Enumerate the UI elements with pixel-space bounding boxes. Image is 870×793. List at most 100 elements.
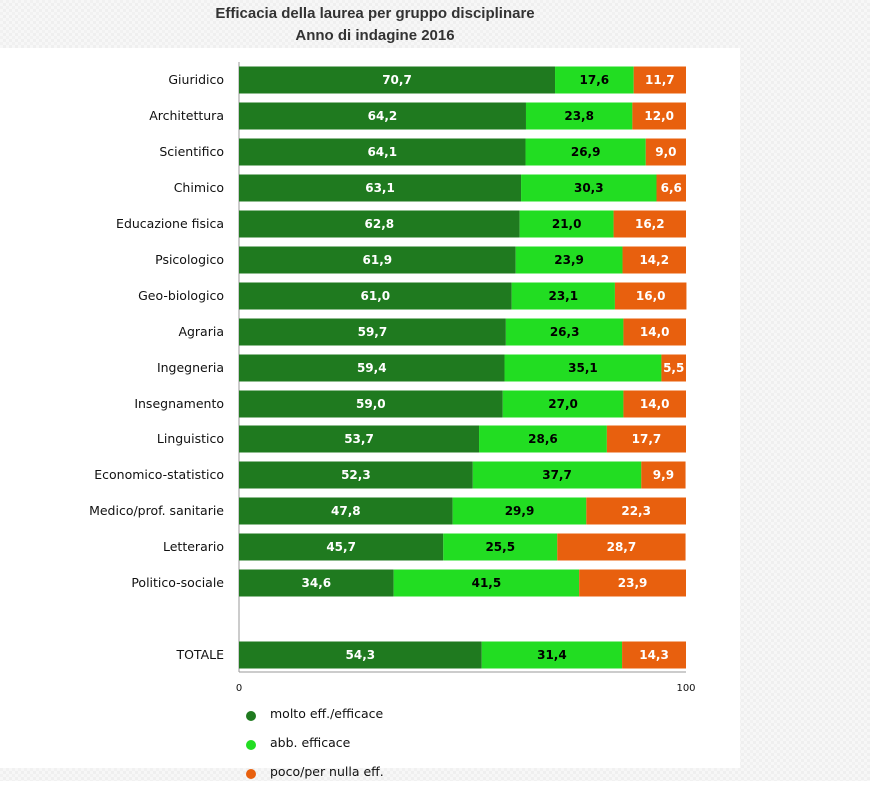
category-label-economico-statistico: Economico-statistico <box>94 467 224 482</box>
bar-agraria-molto-eff-efficace <box>239 318 506 346</box>
bar-chimico-molto-eff-efficace <box>239 174 522 202</box>
bar-agraria-poco-per-nulla-eff <box>623 318 686 346</box>
data-label-agraria-molto-eff-efficace: 59,7 <box>358 325 388 339</box>
bar-geo-biologico-poco-per-nulla-eff <box>614 282 687 310</box>
bar-educazione-fisica-abb-efficace <box>519 210 614 238</box>
data-label-scientifico-poco-per-nulla-eff: 9,0 <box>655 145 676 159</box>
data-label-linguistico-molto-eff-efficace: 53,7 <box>344 432 374 446</box>
bar-giuridico-molto-eff-efficace <box>239 66 556 94</box>
data-label-architettura-poco-per-nulla-eff: 12,0 <box>644 109 674 123</box>
bar-architettura-molto-eff-efficace <box>239 102 526 130</box>
legend-swatch-poco-efficace <box>246 769 256 779</box>
bar-psicologico-abb-efficace <box>515 246 623 274</box>
bar-politico-sociale-molto-eff-efficace <box>239 569 394 597</box>
bar-psicologico-poco-per-nulla-eff <box>622 246 686 274</box>
data-label-chimico-poco-per-nulla-eff: 6,6 <box>661 181 682 195</box>
data-label-economico-statistico-abb-efficace: 37,7 <box>542 468 572 482</box>
data-label-linguistico-poco-per-nulla-eff: 17,7 <box>632 432 662 446</box>
data-label-educazione-fisica-abb-efficace: 21,0 <box>552 217 582 231</box>
bar-scientifico-molto-eff-efficace <box>239 138 526 166</box>
data-label-scientifico-molto-eff-efficace: 64,1 <box>367 145 397 159</box>
data-label-insegnamento-abb-efficace: 27,0 <box>548 397 578 411</box>
x-tick-label-0: 0 <box>236 683 242 694</box>
bar-totale-abb-efficace <box>481 641 623 669</box>
category-label-chimico: Chimico <box>174 180 224 195</box>
data-label-totale-abb-efficace: 31,4 <box>537 648 567 662</box>
category-label-ingegneria: Ingegneria <box>157 360 224 375</box>
bar-totale-molto-eff-efficace <box>239 641 482 669</box>
x-tick-label-100: 100 <box>676 683 695 694</box>
bar-psicologico-molto-eff-efficace <box>239 246 516 274</box>
data-label-letterario-abb-efficace: 25,5 <box>485 540 515 554</box>
data-label-chimico-abb-efficace: 30,3 <box>574 181 604 195</box>
data-label-politico-sociale-abb-efficace: 41,5 <box>472 576 502 590</box>
bar-letterario-molto-eff-efficace <box>239 533 444 561</box>
bar-ingegneria-molto-eff-efficace <box>239 354 505 382</box>
category-label-psicologico: Psicologico <box>155 252 224 267</box>
bar-insegnamento-poco-per-nulla-eff <box>623 390 686 418</box>
bar-insegnamento-molto-eff-efficace <box>239 390 503 418</box>
data-label-ingegneria-abb-efficace: 35,1 <box>568 361 598 375</box>
category-label-letterario: Letterario <box>163 539 224 554</box>
bar-chimico-poco-per-nulla-eff <box>656 174 686 202</box>
bar-educazione-fisica-poco-per-nulla-eff <box>613 210 686 238</box>
data-label-medico-prof-sanitarie-abb-efficace: 29,9 <box>505 504 535 518</box>
bar-giuridico-abb-efficace <box>555 66 634 94</box>
data-label-chimico-molto-eff-efficace: 63,1 <box>365 181 395 195</box>
bar-economico-statistico-poco-per-nulla-eff <box>641 461 686 489</box>
bar-letterario-abb-efficace <box>443 533 558 561</box>
bar-ingegneria-abb-efficace <box>504 354 662 382</box>
data-label-psicologico-abb-efficace: 23,9 <box>554 253 584 267</box>
bar-scientifico-abb-efficace <box>525 138 646 166</box>
chart-title: Efficacia della laurea per gruppo discip… <box>215 5 535 22</box>
bar-linguistico-molto-eff-efficace <box>239 425 480 453</box>
bar-politico-sociale-poco-per-nulla-eff <box>579 569 686 597</box>
legend-label-poco-efficace: poco/per nulla eff. <box>270 764 384 779</box>
bar-insegnamento-abb-efficace <box>502 390 624 418</box>
data-label-insegnamento-molto-eff-efficace: 59,0 <box>356 397 386 411</box>
data-label-giuridico-abb-efficace: 17,6 <box>580 73 610 87</box>
bar-architettura-abb-efficace <box>525 102 633 130</box>
data-label-architettura-molto-eff-efficace: 64,2 <box>368 109 398 123</box>
legend-label-molto-efficace: molto eff./efficace <box>270 706 384 721</box>
data-label-politico-sociale-molto-eff-efficace: 34,6 <box>302 576 332 590</box>
category-label-architettura: Architettura <box>149 108 224 123</box>
bar-educazione-fisica-molto-eff-efficace <box>239 210 520 238</box>
data-label-giuridico-molto-eff-efficace: 70,7 <box>382 73 412 87</box>
data-label-letterario-poco-per-nulla-eff: 28,7 <box>607 540 637 554</box>
bar-chimico-abb-efficace <box>521 174 657 202</box>
category-label-totale: TOTALE <box>175 647 224 662</box>
bar-medico-prof-sanitarie-molto-eff-efficace <box>239 497 453 525</box>
bar-letterario-poco-per-nulla-eff <box>557 533 686 561</box>
category-label-giuridico: Giuridico <box>168 72 224 87</box>
category-label-educazione-fisica: Educazione fisica <box>116 216 224 231</box>
category-label-linguistico: Linguistico <box>157 431 224 446</box>
bar-medico-prof-sanitarie-poco-per-nulla-eff <box>586 497 686 525</box>
data-label-agraria-abb-efficace: 26,3 <box>550 325 580 339</box>
data-label-medico-prof-sanitarie-molto-eff-efficace: 47,8 <box>331 504 361 518</box>
bar-politico-sociale-abb-efficace <box>393 569 580 597</box>
category-label-scientifico: Scientifico <box>159 144 224 159</box>
data-label-letterario-molto-eff-efficace: 45,7 <box>326 540 356 554</box>
data-label-psicologico-molto-eff-efficace: 61,9 <box>363 253 393 267</box>
data-label-educazione-fisica-molto-eff-efficace: 62,8 <box>365 217 395 231</box>
legend-swatch-abb-efficace <box>246 740 256 750</box>
data-label-architettura-abb-efficace: 23,8 <box>564 109 594 123</box>
category-label-medico-prof-sanitarie: Medico/prof. sanitarie <box>89 503 224 518</box>
data-label-totale-poco-per-nulla-eff: 14,3 <box>639 648 669 662</box>
bar-architettura-poco-per-nulla-eff <box>632 102 686 130</box>
bar-ingegneria-poco-per-nulla-eff <box>661 354 686 382</box>
bar-giuridico-poco-per-nulla-eff <box>633 66 686 94</box>
bar-agraria-abb-efficace <box>505 318 624 346</box>
bar-totale-poco-per-nulla-eff <box>622 641 686 669</box>
bar-linguistico-poco-per-nulla-eff <box>606 425 686 453</box>
data-label-geo-biologico-poco-per-nulla-eff: 16,0 <box>636 289 666 303</box>
data-label-psicologico-poco-per-nulla-eff: 14,2 <box>639 253 669 267</box>
data-label-ingegneria-molto-eff-efficace: 59,4 <box>357 361 387 375</box>
category-label-geo-biologico: Geo-biologico <box>138 288 224 303</box>
bar-geo-biologico-molto-eff-efficace <box>239 282 512 310</box>
legend-label-abb-efficace: abb. efficace <box>270 735 351 750</box>
bar-economico-statistico-molto-eff-efficace <box>239 461 473 489</box>
bar-linguistico-abb-efficace <box>479 425 607 453</box>
data-label-geo-biologico-molto-eff-efficace: 61,0 <box>361 289 391 303</box>
